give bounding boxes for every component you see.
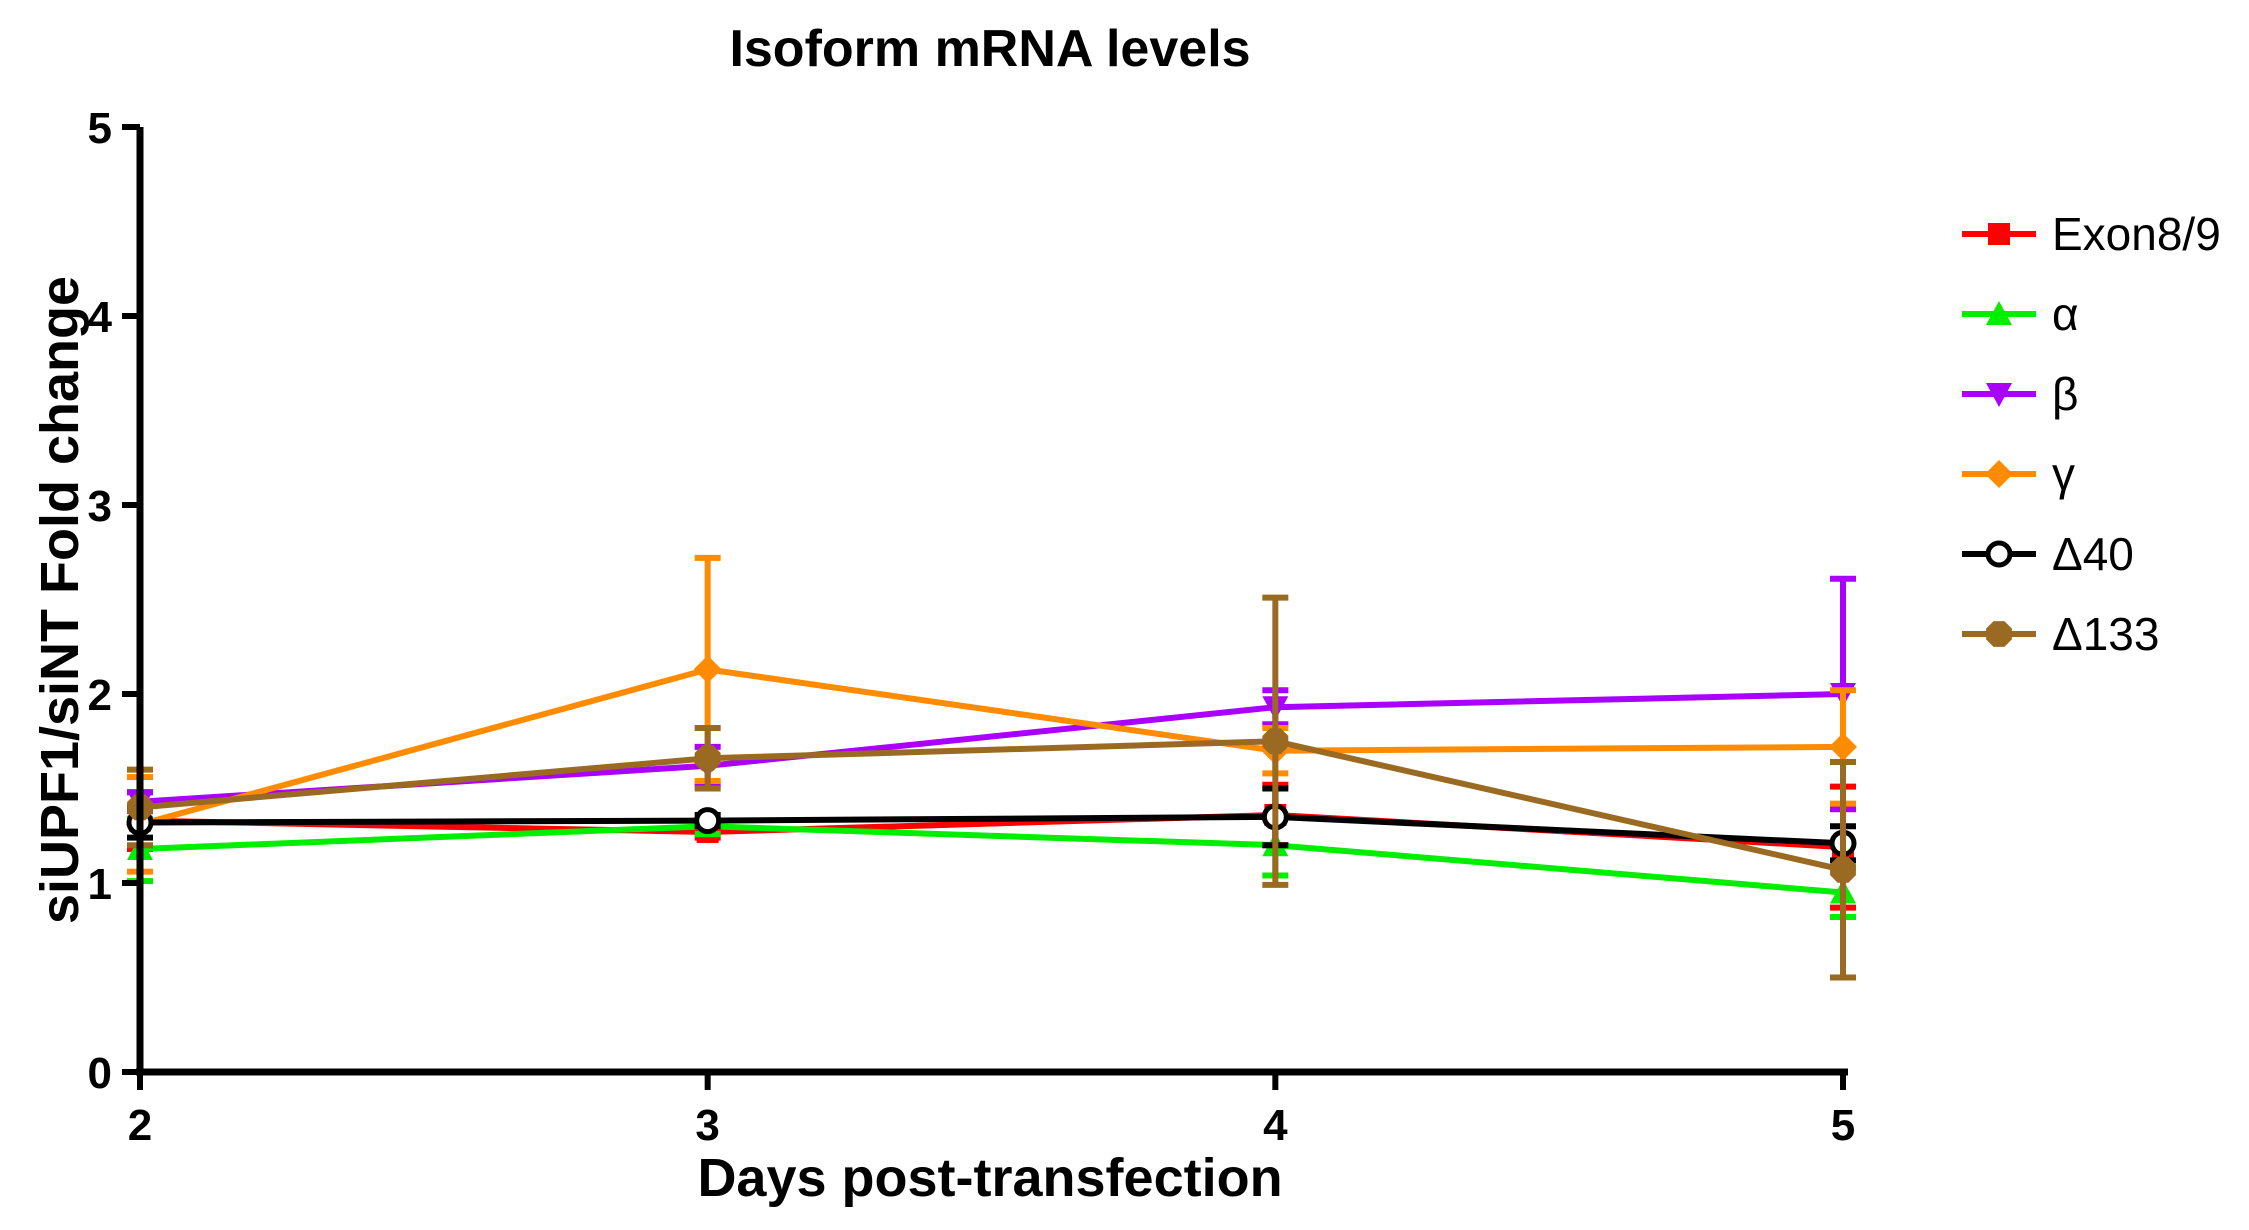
y-tick-label: 4 xyxy=(88,293,113,342)
x-tick-label: 2 xyxy=(128,1101,152,1150)
y-axis-ticks: 0 1 2 3 4 5 xyxy=(88,104,140,1098)
y-tick-label: 0 xyxy=(88,1049,112,1098)
legend-label: γ xyxy=(2052,448,2075,500)
series-2 xyxy=(127,575,1856,815)
series-line xyxy=(139,666,1844,828)
data-point xyxy=(1262,728,1289,755)
legend-item: Δ133 xyxy=(1962,608,2159,660)
legend-marker xyxy=(1985,540,2013,568)
legend-marker xyxy=(1985,460,2013,488)
x-tick-label: 5 xyxy=(1831,1101,1855,1150)
series-line xyxy=(139,813,1844,847)
plot-area xyxy=(126,554,1857,981)
x-axis-label: Days post-transfection xyxy=(697,1148,1282,1208)
series-line xyxy=(139,823,1844,896)
y-tick-label: 5 xyxy=(88,104,112,153)
x-axis-ticks: 2 3 4 5 xyxy=(128,1072,1855,1150)
legend-label: α xyxy=(2052,288,2079,340)
data-point xyxy=(1830,856,1856,883)
data-point xyxy=(693,655,722,684)
x-tick-label: 3 xyxy=(695,1101,719,1150)
data-point xyxy=(694,745,721,772)
legend-marker xyxy=(1986,301,2012,325)
chart-title: Isoform mRNA levels xyxy=(729,20,1250,78)
legend-item: γ xyxy=(1962,448,2075,500)
data-point xyxy=(694,807,722,835)
legend-marker xyxy=(1988,223,2010,245)
y-tick-label: 3 xyxy=(88,482,112,531)
series-line xyxy=(139,738,1844,873)
legend-item: Exon8/9 xyxy=(1962,208,2221,260)
legend-item: Δ40 xyxy=(1962,528,2134,580)
y-axis-label: siUPF1/siNT Fold change xyxy=(30,276,90,924)
data-point xyxy=(1829,732,1857,761)
legend-marker xyxy=(1986,621,2012,647)
legend-item: α xyxy=(1962,288,2079,340)
series-5 xyxy=(127,594,1856,981)
legend-label: β xyxy=(2052,368,2078,420)
legend: Exon8/9 αβγ Δ40 Δ133 xyxy=(1962,208,2221,660)
legend-label: Exon8/9 xyxy=(2052,208,2221,260)
legend-label: Δ133 xyxy=(2052,608,2159,660)
y-tick-label: 1 xyxy=(88,860,112,909)
legend-marker xyxy=(1986,383,2012,407)
x-tick-label: 4 xyxy=(1263,1101,1288,1150)
series-0 xyxy=(127,781,1856,911)
y-tick-label: 2 xyxy=(88,671,112,720)
legend-item: β xyxy=(1962,368,2078,420)
legend-label: Δ40 xyxy=(2052,528,2134,580)
